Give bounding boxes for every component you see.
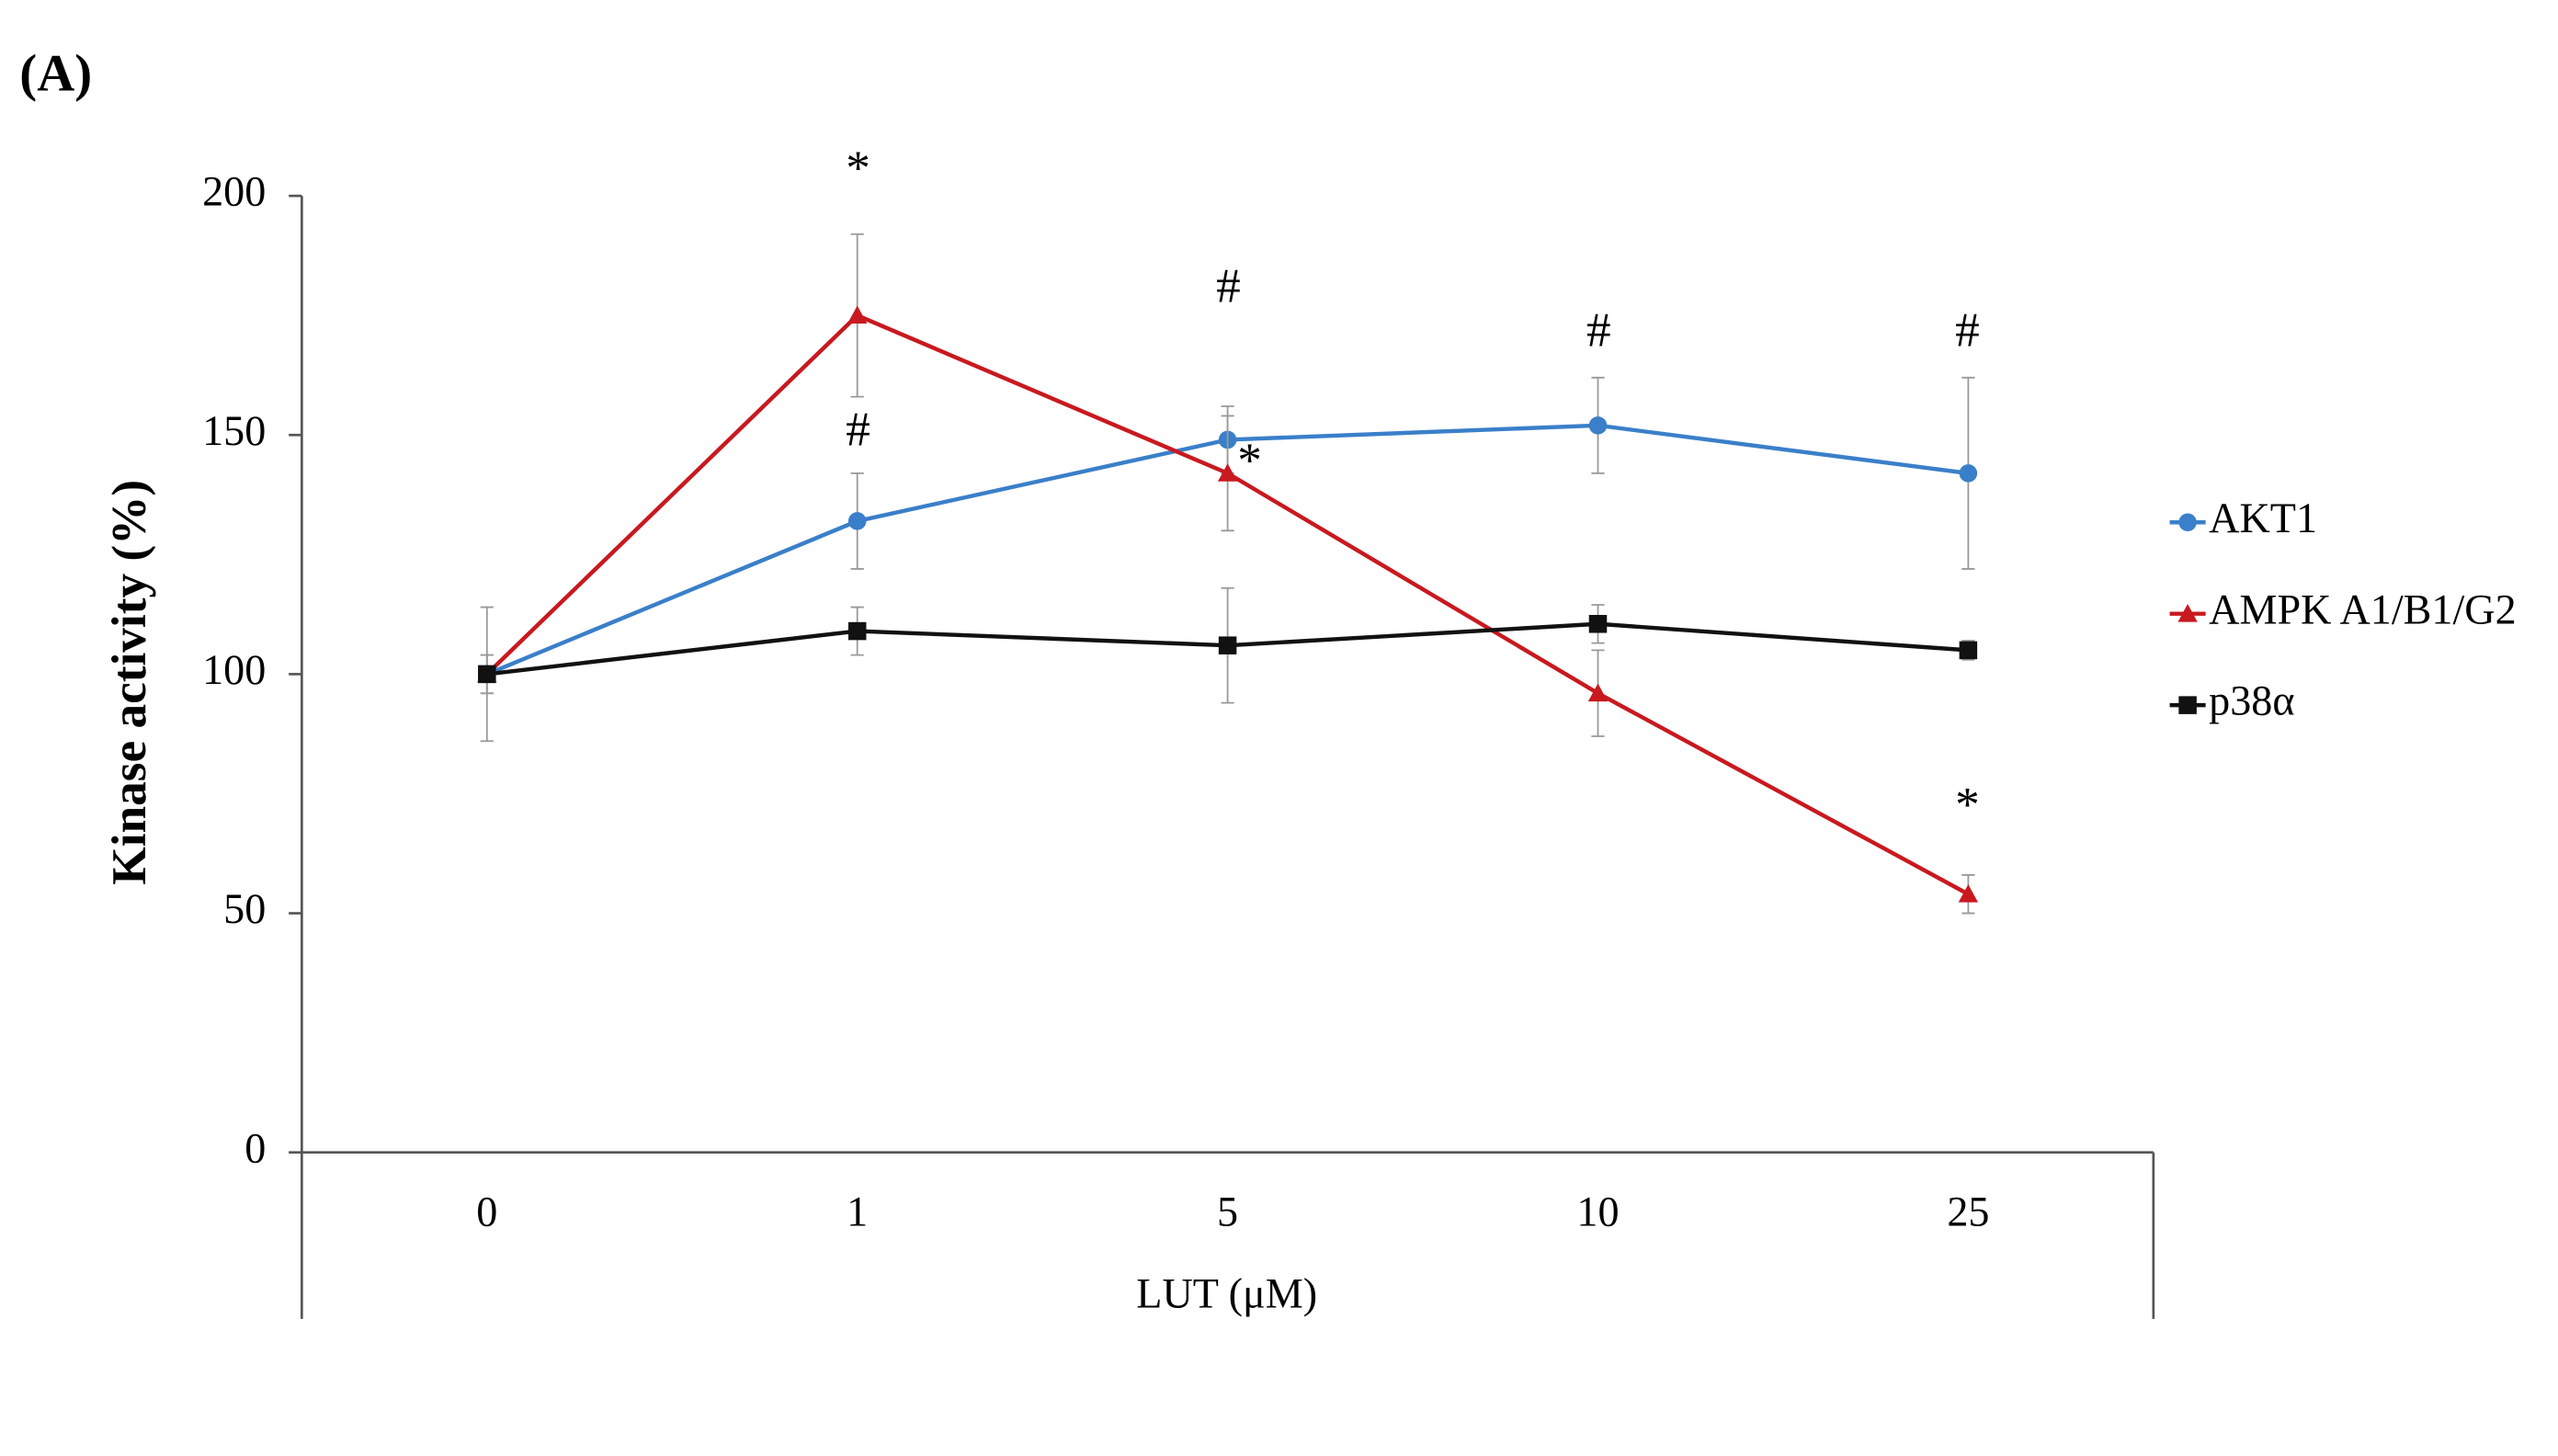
x-tick-label: 0 [476,1189,497,1235]
annotation: * [1237,433,1262,487]
x-tick-label: 1 [847,1189,868,1235]
annotation: * [1955,778,1980,832]
x-axis-label: LUT (μM) [1136,1269,1317,1316]
point [1588,615,1608,633]
point [478,665,496,684]
point [1958,884,1979,903]
point [1588,416,1608,435]
annotation: # [1216,258,1241,313]
y-tick-label: 200 [202,168,266,215]
y-tick-label: 100 [202,646,266,693]
point [847,305,868,324]
annotation: # [1955,302,1980,357]
point [847,512,867,530]
x-tick-label: 5 [1217,1189,1238,1235]
annotation: # [846,403,870,457]
legend-marker [2177,604,2198,622]
legend-marker [2178,513,2197,532]
legend-label: AKT1 [2209,495,2317,541]
point [1218,636,1237,654]
legend-label: AMPK A1/B1/G2 [2209,586,2517,632]
y-tick-label: 50 [223,885,266,932]
y-tick-label: 150 [202,407,266,454]
annotation: * [846,141,870,195]
annotation: # [1586,302,1611,357]
y-axis-label: Kinase activity (%) [102,480,156,885]
point [1587,683,1609,702]
y-tick-label: 0 [244,1124,266,1171]
x-tick-label: 25 [1947,1189,1989,1235]
legend-label: p38α [2209,677,2294,724]
legend-marker [2178,696,2197,714]
point [1217,463,1238,482]
x-tick-label: 10 [1576,1189,1619,1235]
panel-label: (A) [19,44,92,102]
point [1959,641,1978,660]
point [847,621,867,641]
point [1959,464,1978,483]
